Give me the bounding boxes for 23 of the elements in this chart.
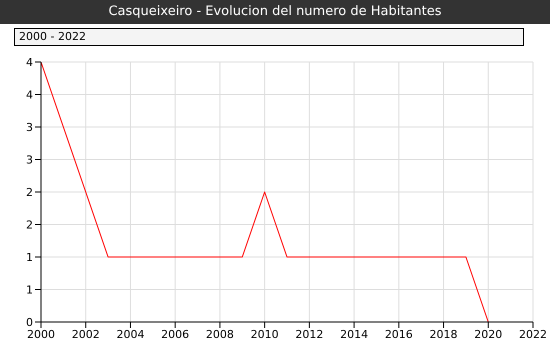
x-tick-label: 2014 bbox=[340, 328, 368, 341]
chart-title: Casqueixeiro - Evolucion del numero de Habitantes bbox=[0, 0, 550, 24]
y-tick-label: 2 bbox=[26, 186, 33, 199]
x-tick-label: 2006 bbox=[161, 328, 190, 341]
y-tick-label: 2 bbox=[26, 218, 33, 232]
x-tick-label: 2002 bbox=[72, 328, 100, 341]
y-tick-label: 4 bbox=[26, 56, 33, 69]
x-tick-label: 2012 bbox=[295, 328, 324, 341]
chart-subtitle: 2000 - 2022 bbox=[14, 28, 524, 46]
y-tick-label: 0 bbox=[26, 316, 33, 329]
y-tick-label: 4 bbox=[26, 88, 33, 102]
x-tick-label: 2022 bbox=[519, 328, 547, 341]
x-tick-label: 2018 bbox=[430, 328, 458, 341]
x-tick-label: 2020 bbox=[474, 328, 502, 341]
y-tick-label: 3 bbox=[26, 153, 33, 166]
y-tick-label: 1 bbox=[26, 283, 33, 296]
y-tick-label: 1 bbox=[26, 250, 33, 264]
x-tick-label: 2016 bbox=[384, 328, 413, 341]
y-tick-label: 3 bbox=[26, 120, 33, 134]
x-tick-label: 2004 bbox=[116, 328, 144, 341]
x-tick-label: 2000 bbox=[27, 328, 55, 341]
x-tick-label: 2010 bbox=[250, 328, 279, 341]
x-tick-label: 2008 bbox=[206, 328, 234, 341]
